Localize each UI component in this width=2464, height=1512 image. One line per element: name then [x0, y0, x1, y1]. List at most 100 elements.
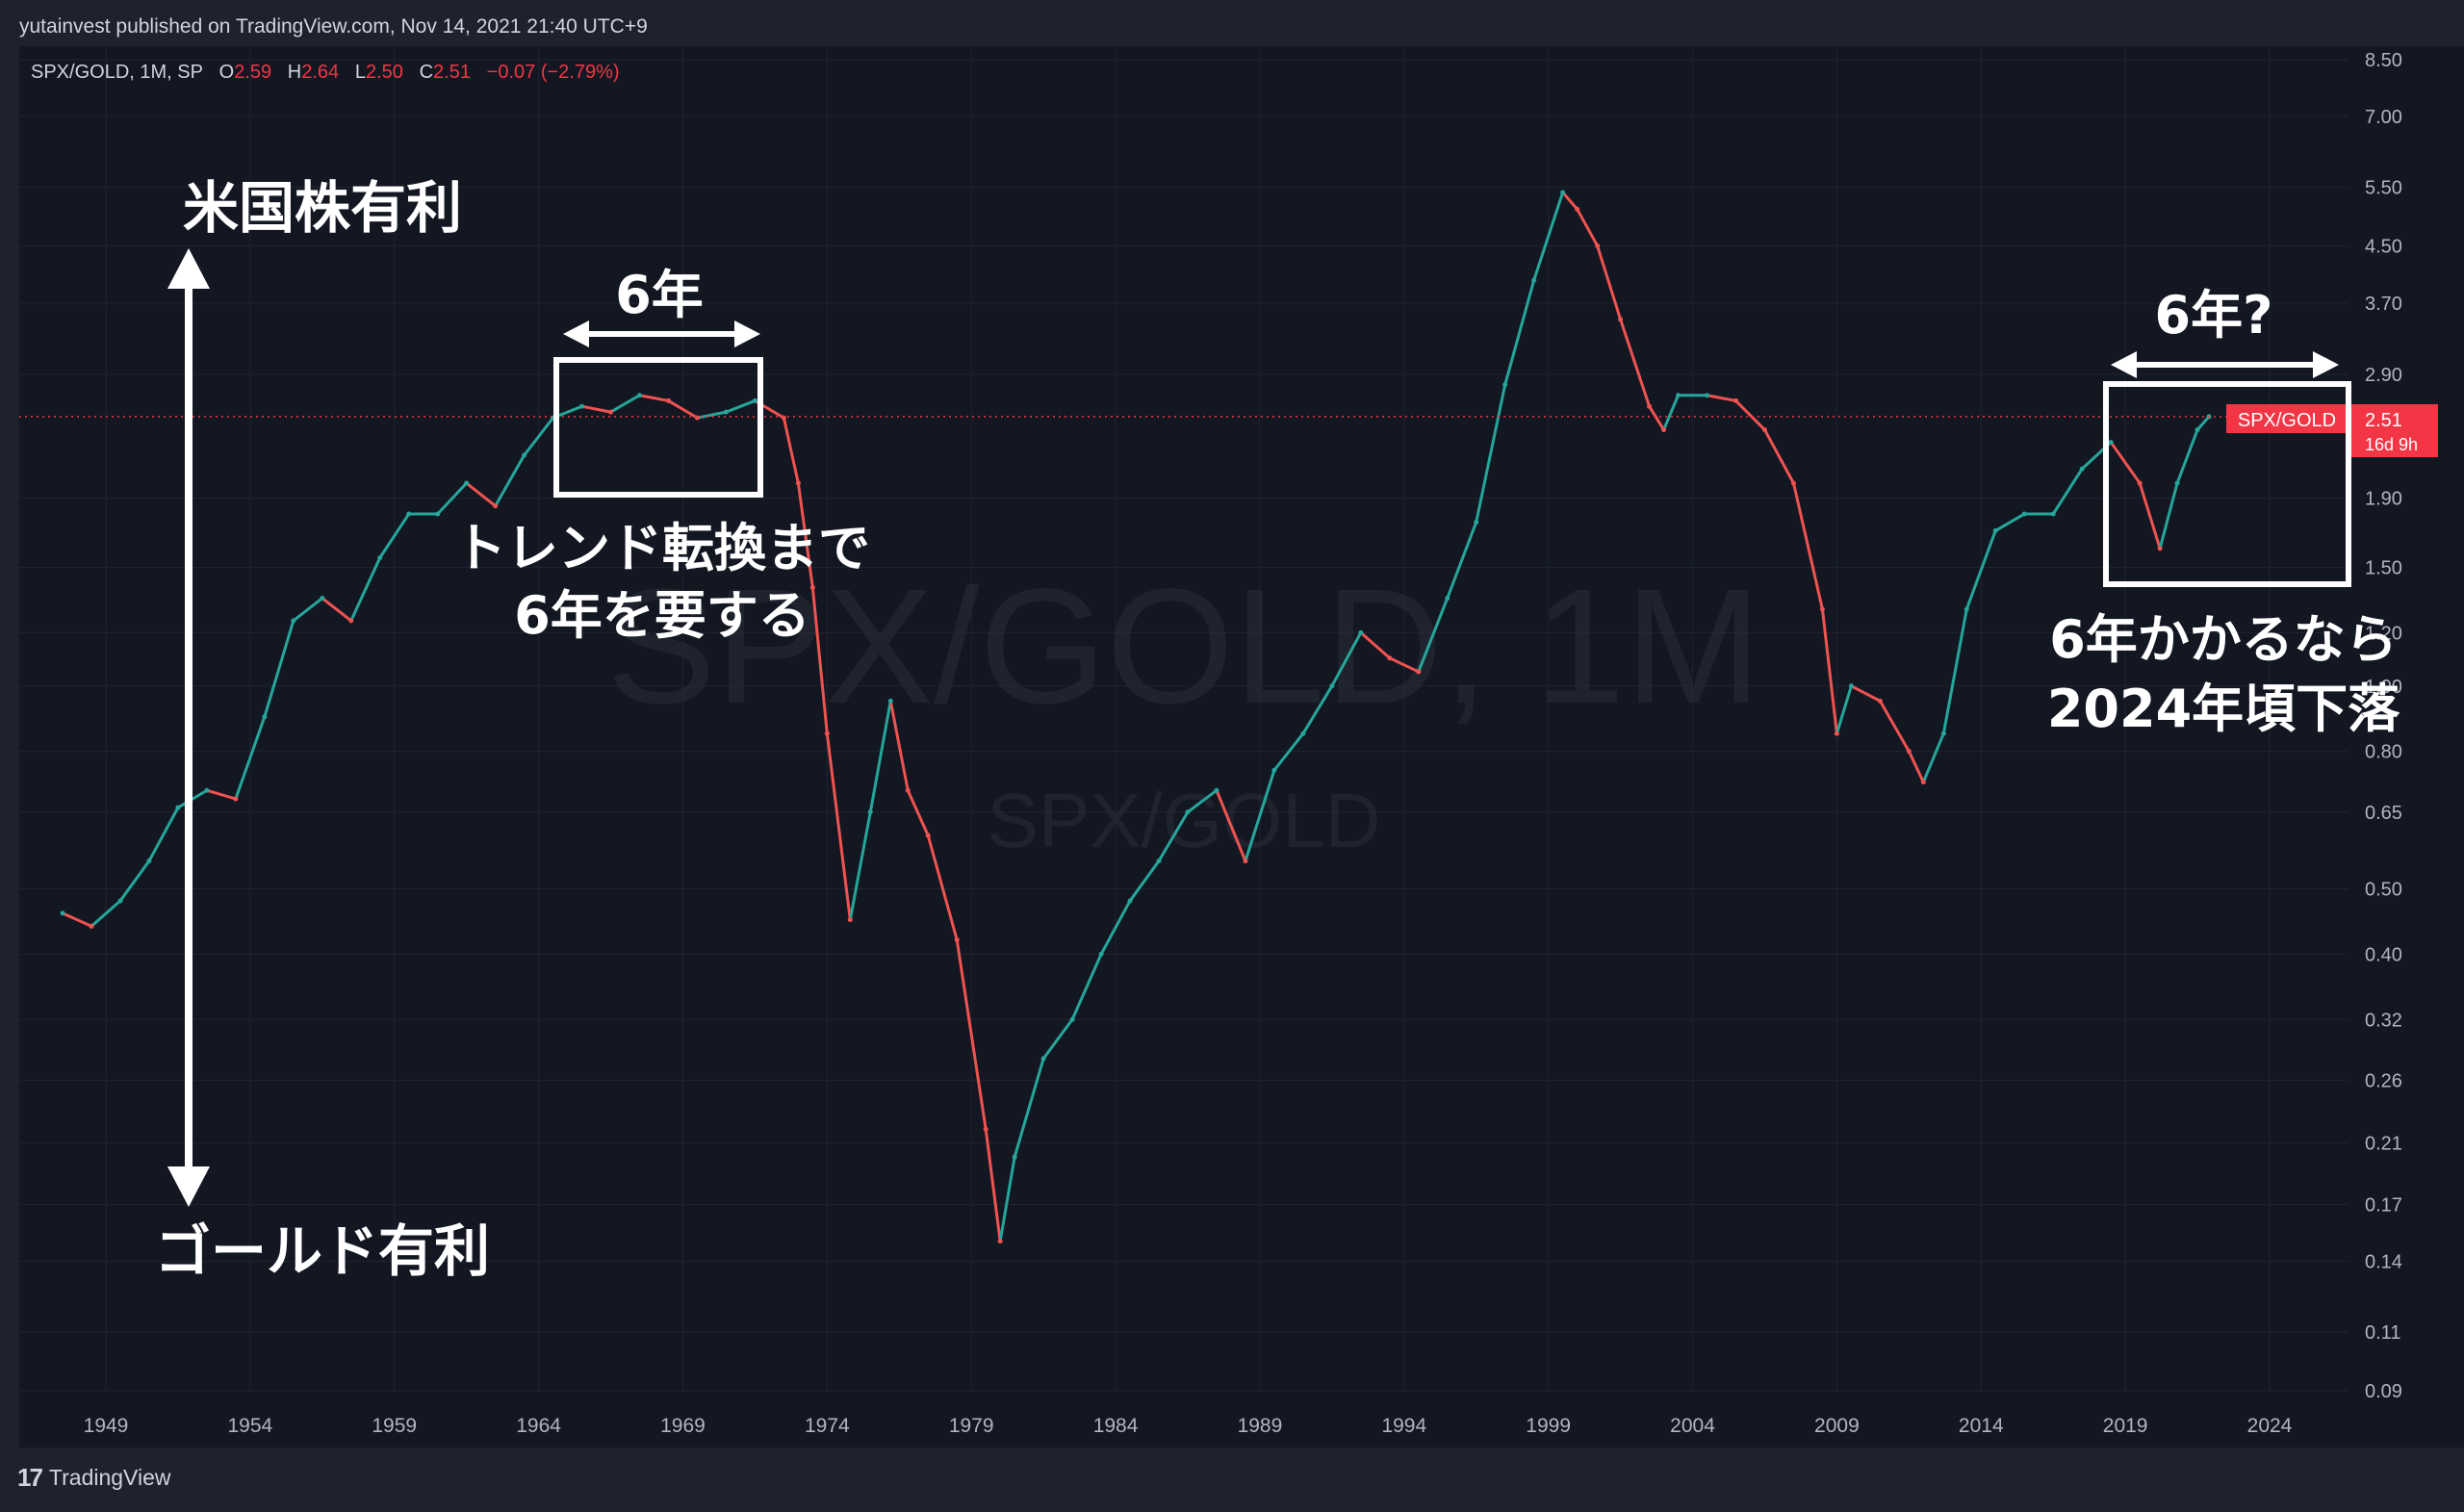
series-segment	[638, 394, 670, 402]
series-segment	[906, 788, 930, 837]
data-point	[1834, 730, 1839, 736]
data-point	[1271, 767, 1277, 773]
x-tick-label: 1974	[805, 1415, 850, 1437]
data-point	[117, 898, 123, 904]
arrow-down-head	[167, 1166, 210, 1207]
y-tick-label: 0.09	[2365, 1381, 2402, 1402]
y-tick-label: 4.50	[2365, 236, 2402, 257]
x-tick-label: 1954	[228, 1415, 273, 1437]
y-tick-label: 8.50	[2365, 50, 2402, 71]
series-segment	[1878, 699, 1911, 754]
x-tick-label: 2014	[1959, 1415, 2004, 1437]
data-point	[1156, 859, 1162, 864]
data-point	[1531, 277, 1537, 283]
data-point	[1705, 393, 1710, 398]
series-segment	[796, 481, 814, 589]
y-tick-label: 0.65	[2365, 803, 2402, 824]
data-point	[522, 452, 527, 458]
series-segment	[2109, 440, 2142, 485]
tradingview-logo-icon[interactable]: 17	[17, 1463, 43, 1492]
legend-low-label: L	[354, 62, 366, 83]
price-axis[interactable]	[2348, 46, 2464, 1448]
legend-close-label: C	[419, 62, 434, 83]
series-segment	[118, 859, 151, 903]
series-segment	[888, 699, 910, 792]
y-tick-label: 0.14	[2365, 1252, 2402, 1273]
legend-change: −0.07 (−2.79%)	[486, 62, 620, 83]
price-tag-countdown: 16d 9h	[2365, 435, 2418, 454]
data-point	[665, 397, 671, 403]
data-point	[493, 503, 499, 509]
series-segment	[1417, 597, 1450, 674]
data-point	[925, 833, 931, 838]
y-tick-label: 0.40	[2365, 944, 2402, 965]
y-tick-label: 0.80	[2365, 742, 2402, 763]
y-tick-label: 0.50	[2365, 880, 2402, 901]
data-point	[1676, 393, 1681, 398]
series-segment	[494, 453, 526, 508]
grid	[19, 46, 2348, 1392]
data-point	[1387, 655, 1393, 661]
x-tick-label: 2009	[1814, 1415, 1860, 1437]
data-point	[905, 787, 911, 793]
data-point	[608, 409, 614, 415]
data-point	[1732, 397, 1738, 403]
plot-area[interactable]	[19, 46, 2348, 1448]
y-tick-label: 7.00	[2365, 107, 2402, 128]
data-point	[847, 917, 853, 923]
data-point	[2108, 439, 2114, 445]
x-tick-label: 2024	[2247, 1415, 2293, 1437]
series-segment	[205, 788, 238, 801]
y-tick-label: 0.26	[2365, 1070, 2402, 1091]
series-segment	[955, 938, 988, 1131]
data-point	[997, 1239, 1003, 1244]
box1-arrow-right	[734, 320, 760, 347]
box1-arrow-left	[563, 320, 589, 347]
series-segment	[1561, 191, 1579, 211]
data-point	[1445, 596, 1450, 602]
data-point	[1790, 480, 1796, 486]
series-segment	[1475, 383, 1507, 525]
x-tick-label: 2019	[2103, 1415, 2148, 1437]
data-point	[637, 393, 643, 398]
data-point	[1098, 951, 1104, 957]
price-tag-value-bg	[2349, 404, 2438, 457]
data-point	[1761, 427, 1767, 433]
data-point	[2137, 480, 2143, 486]
data-point	[1575, 206, 1580, 212]
data-point	[1560, 190, 1566, 195]
legend-open-value: 2.59	[234, 62, 272, 83]
legend-symbol: SPX/GOLD, 1M, SP	[31, 62, 203, 83]
y-tick-label: 1.00	[2365, 677, 2402, 698]
series-segment	[2158, 481, 2179, 551]
x-tick-label: 1984	[1093, 1415, 1139, 1437]
price-tag-symbol-bg	[2226, 404, 2348, 433]
footer-brand[interactable]: TradingView	[48, 1465, 171, 1490]
series-segment	[1070, 952, 1103, 1021]
data-point	[2021, 511, 2027, 517]
box2-arrow-right	[2313, 351, 2339, 378]
series-segment	[1099, 899, 1132, 956]
data-point	[1661, 427, 1667, 433]
series-segment	[2051, 467, 2084, 516]
box2-label: 6年?	[2155, 285, 2273, 346]
data-point	[146, 859, 152, 864]
data-point	[1848, 683, 1854, 689]
ohlc-legend[interactable]: SPX/GOLD, 1M, SP O2.59 H2.64 L2.50 C2.51…	[31, 62, 620, 84]
data-point	[262, 714, 268, 720]
box1-note-line2: 6年を要する	[514, 585, 810, 646]
series-segment	[523, 416, 555, 457]
data-point	[1595, 243, 1601, 248]
data-point	[752, 397, 757, 403]
data-point	[867, 809, 873, 815]
series-segment	[234, 715, 267, 801]
data-point	[1416, 669, 1422, 675]
series-segment	[609, 394, 642, 414]
series-segment	[868, 699, 892, 814]
series-segment	[321, 597, 353, 623]
series-segment	[2195, 415, 2211, 432]
data-point	[291, 618, 296, 624]
series-segment	[436, 481, 469, 516]
